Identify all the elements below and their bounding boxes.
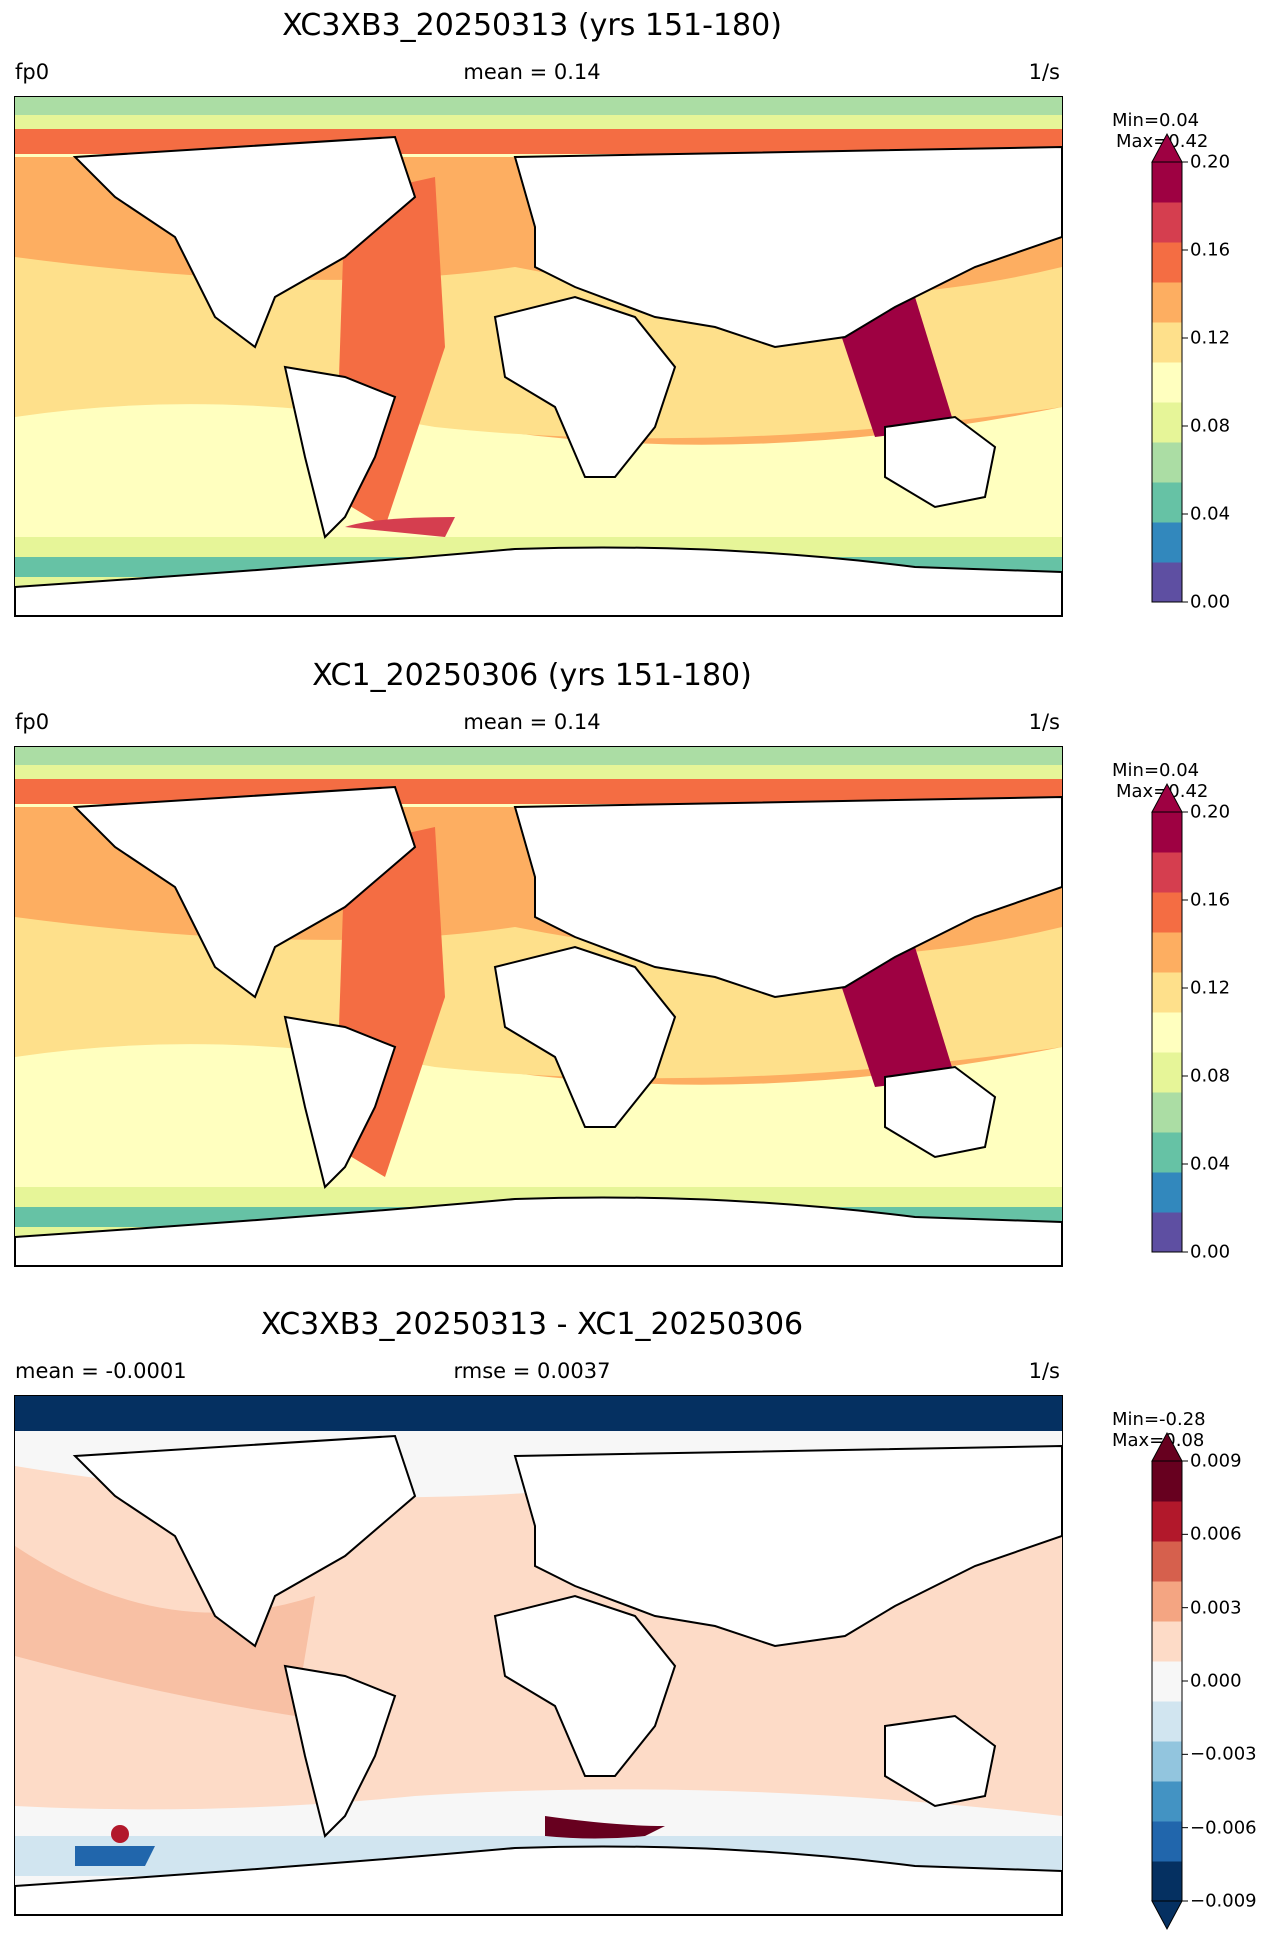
colorbar-graphic bbox=[1151, 782, 1188, 1253]
colorbar-segment bbox=[1152, 1012, 1182, 1053]
panel-title: XC3XB3_20250313 - XC1_20250306 bbox=[260, 1307, 804, 1342]
colorbar-tick-label: 0.08 bbox=[1190, 1065, 1231, 1087]
colorbar-tick-label: 0.006 bbox=[1190, 1523, 1242, 1545]
colorbar-tick-label: −0.003 bbox=[1190, 1743, 1257, 1765]
min-stat: Min=0.04 bbox=[1112, 760, 1200, 781]
max-stat: Max=0.42 bbox=[1116, 131, 1209, 152]
colorbar-tick-label: 0.16 bbox=[1190, 889, 1231, 911]
colorbar-tick-label: 0.04 bbox=[1190, 503, 1231, 525]
colorbar-segment bbox=[1152, 812, 1182, 853]
min-stat: Min=-0.28 bbox=[1112, 1409, 1206, 1430]
colorbar-segment bbox=[1152, 932, 1182, 973]
colorbar-segment bbox=[1152, 522, 1182, 563]
colorbar-segment bbox=[1152, 1501, 1182, 1542]
colorbar-segment bbox=[1152, 1172, 1182, 1213]
colorbar-tick-label: 0.00 bbox=[1190, 1241, 1231, 1263]
map-plot bbox=[14, 746, 1063, 1267]
colorbar-segment bbox=[1152, 1052, 1182, 1093]
colorbar-tick-label: 0.08 bbox=[1190, 415, 1231, 437]
colorbar-segment bbox=[1152, 1741, 1182, 1782]
min-max-stats: Min=-0.28 Max=0.08 bbox=[1112, 1409, 1206, 1451]
colorbar-tick-label: 0.003 bbox=[1190, 1597, 1242, 1619]
variable-label: fp0 bbox=[15, 60, 50, 84]
colorbar-tick-label: 0.12 bbox=[1190, 327, 1231, 349]
mean-label: mean = 0.14 bbox=[463, 60, 601, 84]
mean-label: mean = 0.14 bbox=[463, 710, 601, 734]
colorbar-tick-label: 0.000 bbox=[1190, 1670, 1242, 1692]
colorbar bbox=[1151, 1431, 1188, 1931]
map-plot bbox=[14, 1395, 1063, 1916]
colorbar-extend-arrow bbox=[1151, 132, 1183, 163]
variable-label: fp0 bbox=[15, 710, 50, 734]
min-stat: Min=0.04 bbox=[1112, 110, 1200, 131]
colorbar-segment bbox=[1152, 442, 1182, 483]
colorbar-tick-label: 0.20 bbox=[1190, 801, 1231, 823]
colorbar-extend-arrow bbox=[1151, 782, 1183, 813]
colorbar-segment bbox=[1152, 402, 1182, 443]
max-stat: Max=0.08 bbox=[1112, 1430, 1205, 1451]
colorbar-segment bbox=[1152, 1781, 1182, 1822]
colorbar-segment bbox=[1152, 1701, 1182, 1742]
colorbar-tick-label: 0.04 bbox=[1190, 1153, 1231, 1175]
colorbar-tick-label: −0.006 bbox=[1190, 1817, 1257, 1839]
min-max-stats: Min=0.04 Max=0.42 bbox=[1112, 760, 1208, 802]
colorbar-extend-arrow bbox=[1151, 1431, 1183, 1462]
colorbar-segment bbox=[1152, 1212, 1182, 1253]
colorbar-frame bbox=[1151, 811, 1183, 1253]
colorbar-segment bbox=[1152, 1581, 1182, 1622]
colorbar-segment bbox=[1152, 282, 1182, 323]
max-stat: Max=0.42 bbox=[1116, 781, 1209, 802]
colorbar-segment bbox=[1152, 1821, 1182, 1862]
panel-title: XC3XB3_20250313 (yrs 151-180) bbox=[282, 8, 782, 43]
colorbar-segment bbox=[1152, 1541, 1182, 1582]
panel-2: XC1_20250306 (yrs 151-180) fp0 mean = 0.… bbox=[0, 650, 1284, 1290]
colorbar-segment bbox=[1152, 1621, 1182, 1662]
colorbar-segment bbox=[1152, 1461, 1182, 1502]
colorbar-segment bbox=[1152, 242, 1182, 283]
colorbar-tick-label: 0.009 bbox=[1190, 1450, 1242, 1472]
colorbar-segment bbox=[1152, 852, 1182, 893]
units-label: 1/s bbox=[1028, 60, 1060, 84]
colorbar-segment bbox=[1152, 482, 1182, 523]
colorbar-tick-label: 0.12 bbox=[1190, 977, 1231, 999]
colorbar-tick-label: −0.009 bbox=[1190, 1890, 1257, 1912]
colorbar-frame bbox=[1151, 161, 1183, 603]
min-max-stats: Min=0.04 Max=0.42 bbox=[1112, 110, 1208, 152]
panel-title: XC1_20250306 (yrs 151-180) bbox=[312, 658, 752, 693]
map-plot bbox=[14, 96, 1063, 617]
mean-label: mean = -0.0001 bbox=[15, 1359, 187, 1383]
colorbar-segment bbox=[1152, 972, 1182, 1013]
colorbar-segment bbox=[1152, 322, 1182, 363]
colorbar-segment bbox=[1152, 562, 1182, 603]
colorbar-segment bbox=[1152, 1132, 1182, 1173]
colorbar-segment bbox=[1152, 162, 1182, 203]
units-label: 1/s bbox=[1028, 710, 1060, 734]
colorbar-segment bbox=[1152, 1661, 1182, 1702]
colorbar-graphic bbox=[1151, 1431, 1188, 1931]
colorbar-tick-label: 0.16 bbox=[1190, 239, 1231, 261]
colorbar-segment bbox=[1152, 362, 1182, 403]
panel-3: XC3XB3_20250313 - XC1_20250306 mean = -0… bbox=[0, 1299, 1284, 1939]
colorbar-segment bbox=[1152, 1861, 1182, 1902]
colorbar-segment bbox=[1152, 202, 1182, 243]
rmse-label: rmse = 0.0037 bbox=[453, 1359, 611, 1383]
colorbar-graphic bbox=[1151, 132, 1188, 603]
colorbar bbox=[1151, 782, 1188, 1253]
colorbar-tick-label: 0.00 bbox=[1190, 591, 1231, 613]
colorbar-segment bbox=[1152, 1092, 1182, 1133]
units-label: 1/s bbox=[1028, 1359, 1060, 1383]
colorbar bbox=[1151, 132, 1188, 603]
colorbar-tick-label: 0.20 bbox=[1190, 151, 1231, 173]
panel-1: XC3XB3_20250313 (yrs 151-180) fp0 mean =… bbox=[0, 0, 1284, 640]
colorbar-extend-arrow bbox=[1151, 1900, 1183, 1931]
colorbar-segment bbox=[1152, 892, 1182, 933]
